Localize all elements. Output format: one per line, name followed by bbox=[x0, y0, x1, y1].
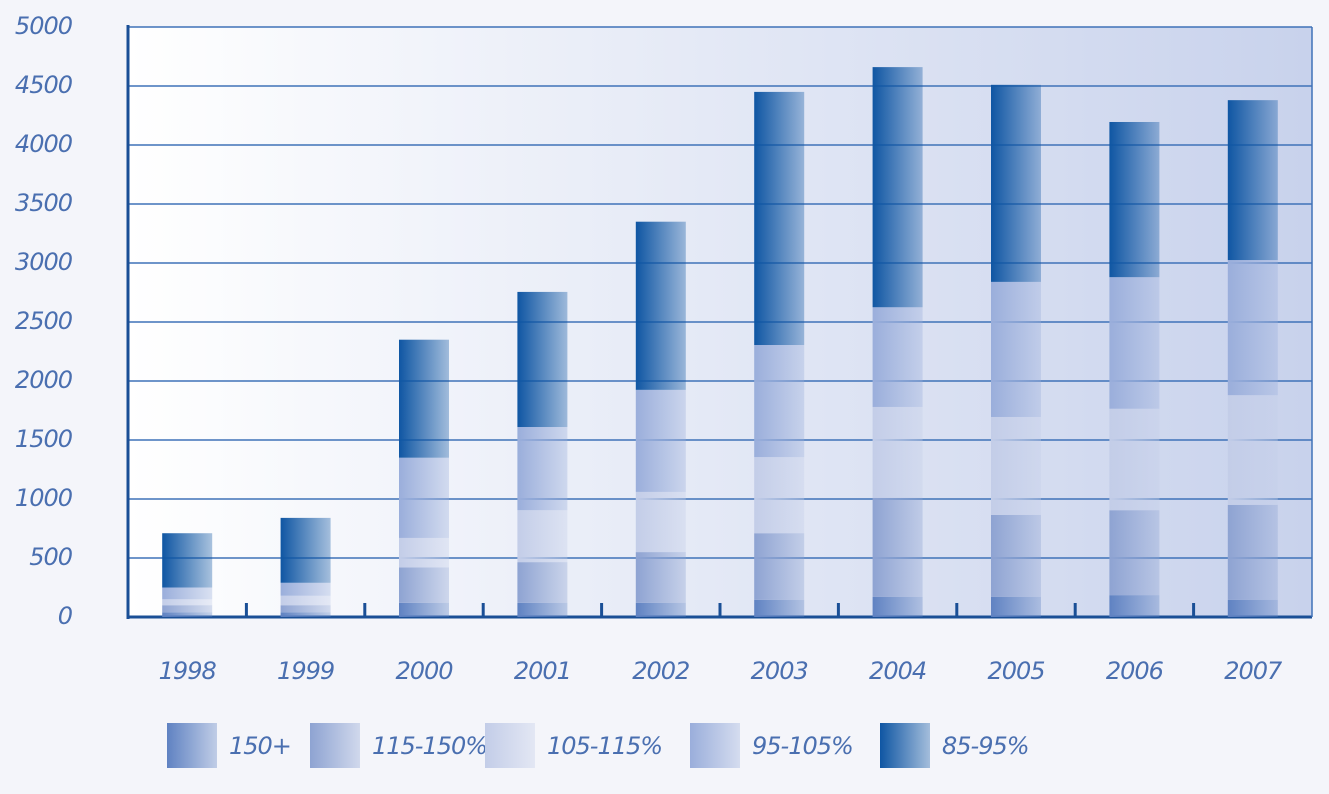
bar-segment bbox=[872, 67, 923, 308]
bar-segment bbox=[162, 533, 213, 588]
x-tick-label: 2004 bbox=[869, 657, 926, 685]
bar-segment bbox=[991, 416, 1041, 515]
legend-swatch bbox=[167, 723, 217, 768]
y-tick-label: 4000 bbox=[15, 130, 73, 158]
y-tick-label: 3000 bbox=[15, 248, 73, 276]
bar-segment bbox=[399, 339, 449, 458]
bar-segment bbox=[280, 605, 331, 613]
bar-segment bbox=[754, 599, 805, 617]
bar-segment bbox=[399, 602, 449, 617]
x-tick-label: 2007 bbox=[1224, 657, 1283, 685]
bar-segment bbox=[754, 345, 805, 458]
y-tick-label: 2500 bbox=[15, 307, 73, 335]
legend-swatch bbox=[880, 723, 930, 768]
bar-segment bbox=[517, 510, 568, 563]
legend-swatch bbox=[485, 723, 535, 768]
bar-segment bbox=[280, 612, 331, 617]
x-tick-label: 1998 bbox=[159, 657, 217, 685]
x-tick-label: 1999 bbox=[277, 657, 334, 685]
bar-segment bbox=[399, 567, 449, 603]
bar-segment bbox=[991, 281, 1041, 417]
x-tick-label: 2001 bbox=[514, 657, 571, 685]
bar-segment bbox=[517, 427, 568, 511]
bar-segment bbox=[1227, 504, 1278, 600]
legend-label: 105-115% bbox=[547, 732, 662, 760]
y-tick-label: 1000 bbox=[15, 484, 73, 512]
legend-label: 150+ bbox=[229, 732, 291, 760]
x-tick-label: 2002 bbox=[632, 657, 689, 685]
bar-segment bbox=[635, 602, 686, 617]
bar-segment bbox=[1109, 277, 1160, 409]
y-tick-label: 5000 bbox=[15, 12, 73, 40]
bar-segment bbox=[1227, 599, 1278, 617]
bar-segment bbox=[872, 307, 923, 407]
y-tick-label: 2000 bbox=[15, 366, 73, 394]
bar-segment bbox=[280, 595, 331, 606]
bar-segment bbox=[872, 596, 923, 617]
bar-segment bbox=[399, 457, 449, 538]
y-tick-label: 3500 bbox=[15, 189, 73, 217]
bar-segment bbox=[754, 91, 805, 346]
bar-segment bbox=[991, 596, 1041, 617]
bar-segment bbox=[162, 599, 213, 606]
bar-segment bbox=[754, 533, 805, 600]
y-tick-label: 0 bbox=[58, 602, 73, 630]
bar-segment bbox=[754, 457, 805, 534]
legend-label: 115-150% bbox=[372, 732, 487, 760]
bar-segment bbox=[162, 612, 213, 617]
bar-segment bbox=[635, 221, 686, 390]
legend-label: 95-105% bbox=[752, 732, 853, 760]
bar-segment bbox=[635, 389, 686, 492]
bar-segment bbox=[517, 562, 568, 603]
bar-segment bbox=[280, 582, 331, 596]
x-tick-label: 2006 bbox=[1106, 657, 1164, 685]
x-tick-label: 2003 bbox=[751, 657, 808, 685]
bar-segment bbox=[1109, 595, 1160, 617]
y-tick-label: 4500 bbox=[15, 71, 73, 99]
bar-segment bbox=[399, 537, 449, 568]
bar-segment bbox=[991, 84, 1041, 282]
bar-segment bbox=[872, 406, 923, 498]
legend-swatch bbox=[310, 723, 360, 768]
legend-label: 85-95% bbox=[942, 732, 1029, 760]
bar-segment bbox=[1227, 100, 1278, 261]
bar-segment bbox=[1227, 260, 1278, 396]
bar-segment bbox=[280, 517, 331, 583]
bar-segment bbox=[517, 602, 568, 617]
bar-segment bbox=[1109, 510, 1160, 596]
y-tick-label: 500 bbox=[29, 543, 73, 571]
bar-segment bbox=[517, 291, 568, 428]
bar-segment bbox=[635, 552, 686, 603]
y-tick-label: 1500 bbox=[15, 425, 73, 453]
bar-segment bbox=[1227, 395, 1278, 505]
legend-swatch bbox=[690, 723, 740, 768]
bar-segment bbox=[635, 491, 686, 553]
x-tick-label: 2005 bbox=[987, 657, 1044, 685]
bar-segment bbox=[991, 514, 1041, 597]
bar-segment bbox=[162, 605, 213, 613]
bar-segment bbox=[1109, 408, 1160, 511]
bar-segment bbox=[162, 587, 213, 600]
x-tick-label: 2000 bbox=[395, 657, 453, 685]
bar-segment bbox=[872, 497, 923, 597]
bar-segment bbox=[1109, 121, 1160, 278]
